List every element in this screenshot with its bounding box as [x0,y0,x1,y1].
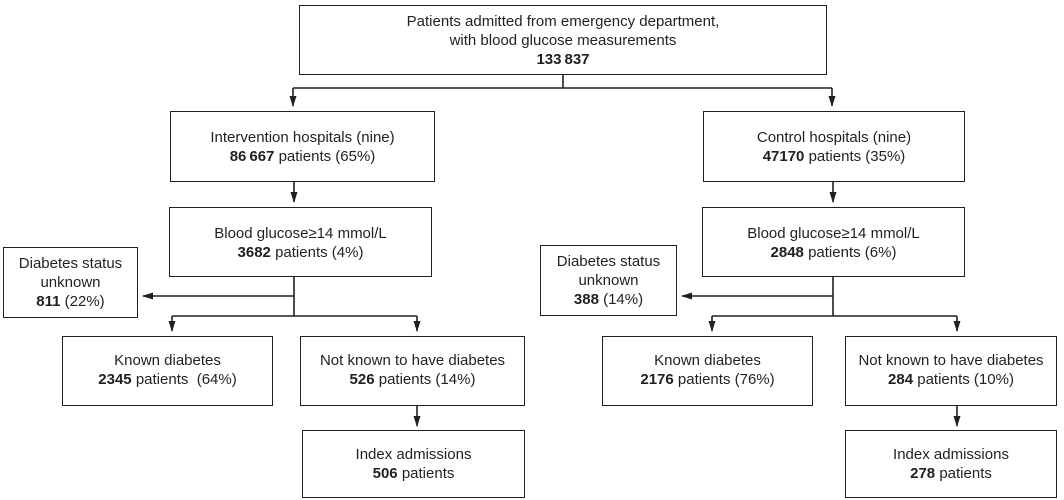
node-stat-line: 2848 patients (6%) [771,243,897,262]
node-stat-rest: (22%) [60,293,105,310]
node-intervention-hospitals: Intervention hospitals (nine) 86 667 pat… [170,111,435,182]
node-title-line: Index admissions [355,446,472,463]
node-diabetes-unknown-intervention: Diabetes status unknown 811 (22%) [3,247,138,318]
node-title-line: Patients admitted from emergency departm… [406,12,720,30]
node-stat-rest: patients (64%) [131,371,237,388]
node-title-line: Index admissions [893,446,1009,463]
node-stat-line: 811 (22%) [36,292,104,311]
node-stat-value: 86 667 [229,147,275,165]
node-stat-rest: patients (4%) [270,244,364,261]
node-stat-line: 2345 patients (64%) [98,370,236,389]
node-stat-rest: patients (14%) [374,371,476,388]
node-known-diabetes-intervention: Known diabetes 2345 patients (64%) [62,336,273,406]
node-stat-rest: patients [397,465,455,482]
node-not-known-diabetes-intervention: Not known to have diabetes 526 patients … [300,336,525,406]
node-stat-value: 506 [372,465,398,482]
node-stat-line: 284 patients (10%) [888,370,1014,389]
node-title-line: Blood glucose≥14 mmol/L [214,225,387,242]
node-title-line: Not known to have diabetes [858,352,1044,369]
node-not-known-diabetes-control: Not known to have diabetes 284 patients … [845,336,1057,406]
node-title-line: Known diabetes [654,352,761,369]
node-stat-value: 388 [573,291,599,308]
node-stat-value: 2848 [770,244,804,261]
node-stat-line: 388 (14%) [574,290,643,309]
node-known-diabetes-control: Known diabetes 2176 patients (76%) [602,336,813,406]
node-index-admissions-intervention: Index admissions 506 patients [302,430,525,498]
node-stat-rest: patients (35%) [804,147,906,165]
node-title-line: Diabetes status [556,253,661,270]
node-stat-rest: patients (76%) [673,371,775,388]
node-stat-value: 3682 [237,244,271,261]
node-title-line: Not known to have diabetes [319,352,506,369]
node-stat-value: 526 [349,371,375,388]
node-stat-line: 47170 patients (35%) [763,147,906,166]
node-stat-rest: patients (10%) [913,371,1014,388]
node-title-line: Blood glucose≥14 mmol/L [747,225,920,242]
node-title-line: with blood glucose measurements [449,31,677,49]
node-stat-value: 47170 [762,147,805,165]
node-stat-line: 133 837 [536,50,589,69]
node-diabetes-unknown-control: Diabetes status unknown 388 (14%) [540,245,677,316]
node-stat-value: 133 837 [536,50,590,68]
node-title-line: Known diabetes [114,352,221,369]
node-stat-value: 284 [888,371,914,388]
node-stat-rest: (14%) [598,291,644,308]
node-stat-line: 86 667 patients (65%) [230,147,376,166]
node-glucose-control: Blood glucose≥14 mmol/L 2848 patients (6… [702,207,965,277]
node-title-line: Intervention hospitals (nine) [210,128,395,146]
node-glucose-intervention: Blood glucose≥14 mmol/L 3682 patients (4… [169,207,432,277]
node-stat-line: 526 patients (14%) [350,370,476,389]
node-index-admissions-control: Index admissions 278 patients [845,430,1057,498]
node-title-line: Control hospitals (nine) [756,128,912,146]
node-stat-line: 506 patients [373,464,455,483]
node-title-line: Diabetes status [18,255,123,272]
node-title-line: unknown [40,274,101,291]
node-admitted: Patients admitted from emergency departm… [299,5,827,75]
node-stat-line: 278 patients [910,464,992,483]
node-stat-line: 3682 patients (4%) [238,243,364,262]
node-stat-line: 2176 patients (76%) [640,370,774,389]
node-stat-value: 2345 [98,371,132,388]
node-stat-rest: patients (65%) [274,147,376,165]
node-control-hospitals: Control hospitals (nine) 47170 patients … [703,111,965,182]
node-stat-rest: patients [935,465,992,482]
node-stat-value: 2176 [640,371,674,388]
node-stat-rest: patients (6%) [803,244,897,261]
node-title-line: unknown [578,272,639,289]
node-stat-value: 811 [36,293,61,310]
node-stat-value: 278 [910,465,936,482]
